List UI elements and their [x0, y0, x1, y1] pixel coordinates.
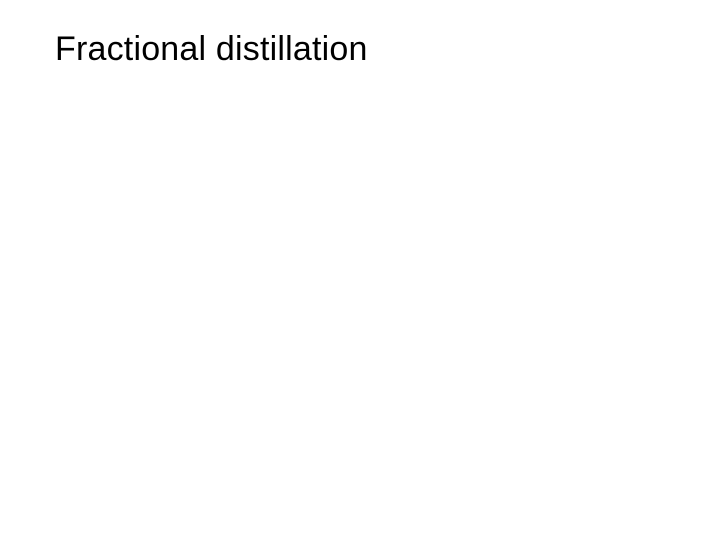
slide-title: Fractional distillation — [55, 30, 368, 69]
